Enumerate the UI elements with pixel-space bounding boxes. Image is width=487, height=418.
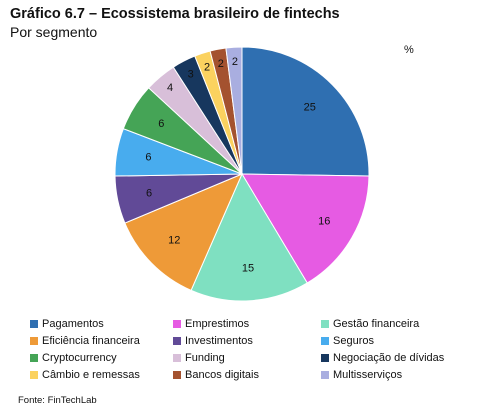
- legend: Pagamentos Emprestimos Gestão financeira Ef…: [30, 316, 470, 382]
- slice-value-label: 12: [168, 235, 180, 247]
- slice-value-label: 15: [242, 263, 254, 275]
- legend-swatch: [173, 370, 181, 379]
- legend-item: Cryptocurrency: [30, 350, 173, 365]
- legend-label: Funding: [185, 351, 225, 364]
- legend-item: Investimentos: [173, 333, 321, 348]
- legend-item: Gestão financeira: [321, 316, 471, 331]
- legend-item: Eficiência financeira: [30, 333, 173, 348]
- legend-swatch: [173, 319, 181, 328]
- slice-value-label: 6: [145, 151, 151, 163]
- legend-label: Pagamentos: [42, 317, 104, 330]
- legend-swatch: [321, 336, 329, 345]
- source-note: Fonte: FinTechLab: [18, 395, 97, 406]
- pie-slice: [124, 173, 243, 292]
- legend-swatch: [321, 370, 329, 379]
- legend-swatch: [30, 370, 38, 379]
- legend-swatch: [321, 353, 329, 362]
- legend-item: Pagamentos: [30, 316, 173, 331]
- legend-item: Bancos digitais: [173, 367, 321, 382]
- pie-slice: [190, 172, 308, 302]
- legend-label: Bancos digitais: [185, 368, 259, 381]
- chart-title: Gráfico 6.7 – Ecossistema brasileiro de …: [10, 6, 340, 22]
- legend-swatch: [173, 336, 181, 345]
- legend-label: Investimentos: [185, 334, 253, 347]
- legend-item: Câmbio e remessas: [30, 367, 173, 382]
- legend-swatch: [30, 353, 38, 362]
- legend-label: Multisserviços: [333, 368, 403, 381]
- slice-value-label: 3: [188, 68, 194, 80]
- slice-value-label: 2: [232, 56, 238, 68]
- slice-value-label: 16: [318, 215, 330, 227]
- slice-value-label: 6: [158, 118, 164, 130]
- unit-label: %: [404, 44, 414, 56]
- slice-value-label: 2: [204, 61, 210, 73]
- legend-item: Multisserviços: [321, 367, 471, 382]
- legend-label: Seguros: [333, 334, 374, 347]
- legend-label: Gestão financeira: [333, 317, 420, 330]
- slice-value-label: 25: [304, 101, 316, 113]
- legend-swatch: [173, 353, 181, 362]
- legend-label: Cryptocurrency: [42, 351, 117, 364]
- legend-item: Funding: [173, 350, 321, 365]
- pie-slice: [241, 173, 370, 284]
- pie-slice: [241, 46, 370, 177]
- pie-slice: [225, 46, 243, 175]
- legend-item: Seguros: [321, 333, 471, 348]
- legend-swatch: [30, 319, 38, 328]
- legend-label: Negociação de dívidas: [333, 351, 445, 364]
- legend-label: Câmbio e remessas: [42, 368, 140, 381]
- slice-value-label: 2: [218, 58, 224, 70]
- legend-label: Emprestimos: [185, 317, 250, 330]
- slice-value-label: 4: [167, 82, 173, 94]
- slice-value-label: 6: [146, 187, 152, 199]
- chart-subtitle: Por segmento: [10, 24, 98, 40]
- legend-item: Emprestimos: [173, 316, 321, 331]
- legend-swatch: [321, 319, 329, 328]
- legend-swatch: [30, 336, 38, 345]
- legend-label: Eficiência financeira: [42, 334, 140, 347]
- legend-item: Negociação de dívidas: [321, 350, 471, 365]
